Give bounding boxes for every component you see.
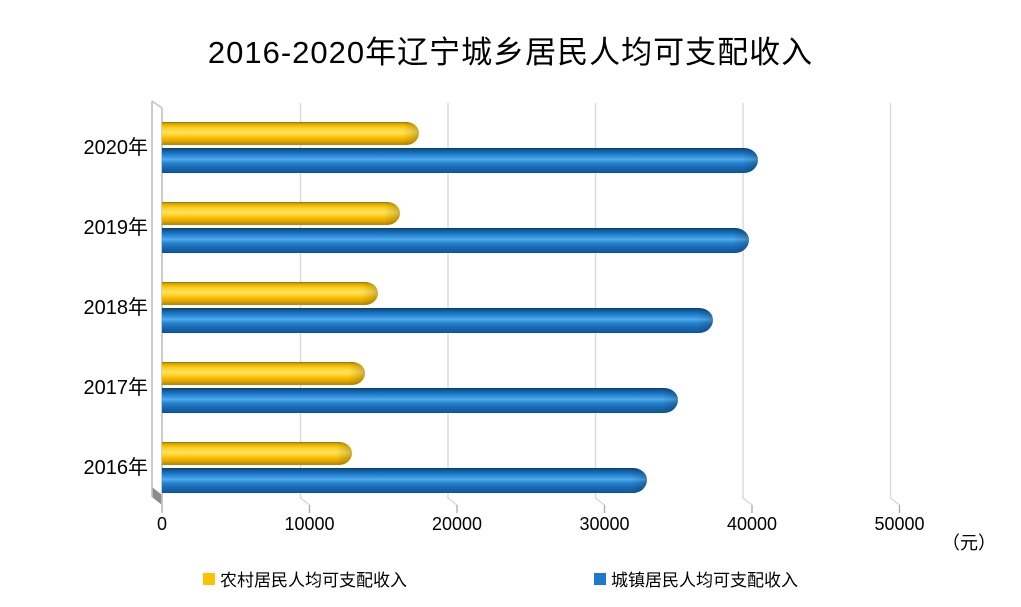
y-category-label: 2019年 bbox=[83, 216, 149, 239]
x-tick-label: 10000 bbox=[284, 514, 335, 534]
bar-urban-2016年 bbox=[162, 468, 647, 493]
bar-urban-2020年 bbox=[162, 148, 758, 173]
legend-marker-urban-icon bbox=[594, 572, 606, 585]
x-tick-label: 30000 bbox=[579, 514, 630, 534]
legend-label-rural: 农村居民人均可支配收入 bbox=[220, 571, 407, 590]
bar-rural-2016年 bbox=[162, 442, 352, 465]
legend-label-urban: 城镇居民人均可支配收入 bbox=[611, 571, 798, 590]
legend-item-rural: 农村居民人均可支配收入 bbox=[203, 566, 407, 591]
y-category-label: 2020年 bbox=[83, 136, 149, 159]
bar-rural-2018年 bbox=[162, 282, 379, 305]
bar-urban-2018年 bbox=[162, 308, 713, 333]
chart-title: 2016-2020年辽宁城乡居民人均可支配收入 bbox=[207, 35, 814, 70]
bar-rural-2020年 bbox=[162, 122, 420, 145]
bar-rural-2017年 bbox=[162, 362, 365, 385]
axis-unit-label: （元） bbox=[942, 533, 996, 553]
y-category-label: 2018年 bbox=[83, 296, 149, 319]
x-tick-label: 50000 bbox=[874, 514, 925, 534]
plot-area bbox=[162, 106, 900, 505]
x-tick-label: 20000 bbox=[431, 514, 483, 534]
x-tick-label: 40000 bbox=[726, 514, 778, 534]
x-tick-label: 0 bbox=[156, 514, 168, 534]
y-category-label: 2017年 bbox=[83, 376, 149, 399]
y-category-label: 2016年 bbox=[83, 456, 149, 479]
bar-urban-2019年 bbox=[162, 228, 749, 253]
legend-marker-rural-icon bbox=[203, 572, 215, 585]
bar-urban-2017年 bbox=[162, 388, 679, 413]
bar-rural-2019年 bbox=[162, 202, 400, 225]
legend-item-urban: 城镇居民人均可支配收入 bbox=[594, 566, 798, 591]
